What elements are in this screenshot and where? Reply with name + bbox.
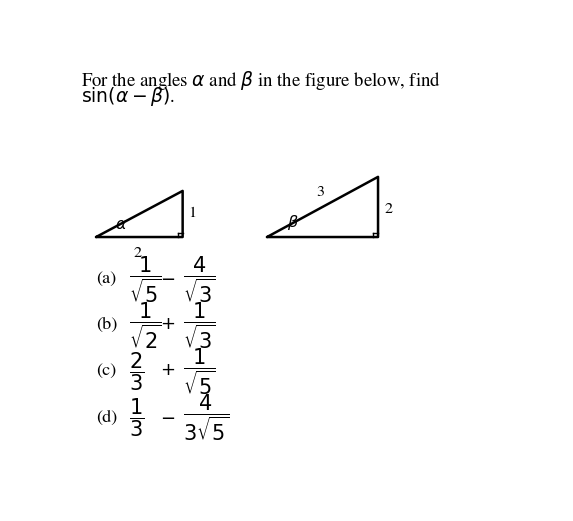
Text: $\dfrac{2}{3}$: $\dfrac{2}{3}$ bbox=[129, 350, 144, 393]
Text: For the angles $\alpha$ and $\beta$ in the figure below, find: For the angles $\alpha$ and $\beta$ in t… bbox=[80, 69, 441, 92]
Text: $\dfrac{4}{3\sqrt{5}}$: $\dfrac{4}{3\sqrt{5}}$ bbox=[183, 392, 229, 443]
Text: 2: 2 bbox=[134, 247, 142, 260]
Text: (c): (c) bbox=[96, 364, 116, 379]
Text: $-$: $-$ bbox=[159, 410, 175, 426]
Text: $\dfrac{1}{\sqrt{3}}$: $\dfrac{1}{\sqrt{3}}$ bbox=[183, 300, 215, 351]
Text: $\dfrac{1}{\sqrt{5}}$: $\dfrac{1}{\sqrt{5}}$ bbox=[129, 254, 162, 305]
Text: $-$: $-$ bbox=[159, 271, 175, 287]
Text: $\dfrac{1}{\sqrt{2}}$: $\dfrac{1}{\sqrt{2}}$ bbox=[129, 300, 162, 351]
Text: $\dfrac{1}{3}$: $\dfrac{1}{3}$ bbox=[129, 396, 144, 439]
Text: $+$: $+$ bbox=[159, 364, 175, 379]
Text: (b): (b) bbox=[96, 317, 117, 333]
Text: (d): (d) bbox=[96, 410, 117, 426]
Text: (a): (a) bbox=[96, 271, 116, 287]
Text: $\sin(\alpha - \beta)$.: $\sin(\alpha - \beta)$. bbox=[80, 84, 175, 107]
Text: $\dfrac{4}{\sqrt{3}}$: $\dfrac{4}{\sqrt{3}}$ bbox=[183, 254, 215, 305]
Text: $\dfrac{1}{\sqrt{5}}$: $\dfrac{1}{\sqrt{5}}$ bbox=[183, 346, 215, 397]
Text: 1: 1 bbox=[188, 207, 196, 220]
Text: $\alpha$: $\alpha$ bbox=[115, 218, 127, 232]
Text: 3: 3 bbox=[316, 185, 324, 199]
Text: $+$: $+$ bbox=[159, 317, 175, 333]
Text: 2: 2 bbox=[384, 202, 393, 216]
Text: $\beta$: $\beta$ bbox=[286, 213, 299, 232]
